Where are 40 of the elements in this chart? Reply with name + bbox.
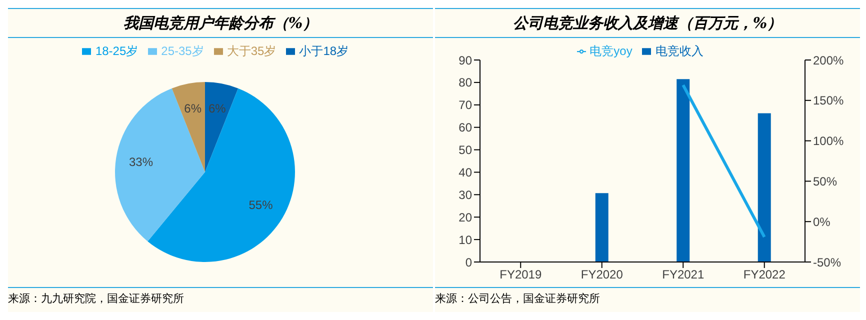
bar [676,79,690,262]
y-tick-label: 40 [458,165,472,180]
data-label: 6% [184,101,202,116]
source-note: 来源：公司公告，国金证券研究所 [435,291,601,306]
bar [595,193,608,262]
legend-label: 大于35岁 [226,44,276,58]
pie-slice [115,88,205,242]
chart-title: 公司电竞业务收入及增速（百万元，%） [435,8,860,38]
chart-title: 我国电竞用户年龄分布（%） [8,8,433,38]
pie-slice [205,82,238,172]
y2-tick-label: 200% [813,53,844,68]
data-label: 55% [248,198,274,212]
y-tick-label: 0 [465,255,472,270]
legend-label: 18-25岁 [95,44,138,58]
legend-label: 25-35岁 [161,44,204,58]
y2-tick-label: 150% [813,94,844,108]
pie-slice [172,82,205,172]
y-tick-label: 50 [458,143,472,158]
y2-tick-label: 50% [813,174,838,188]
data-label: 33% [128,154,154,169]
x-tick-label: FY2020 [580,268,624,282]
y2-tick-label: -50% [813,255,842,270]
x-tick-label: FY2019 [500,268,542,282]
data-label: 6% [208,101,226,116]
y-tick-label: 20 [458,210,472,224]
y-tick-label: 30 [458,188,472,202]
legend-label: 小于18岁 [299,44,349,58]
y-tick-label: 10 [458,232,472,247]
source-note: 来源：九九研究院，国金证券研究所 [8,291,185,306]
x-tick-label: FY2021 [662,268,704,282]
legend-label: 电竞收入 [655,44,704,58]
bar [758,113,771,262]
y2-tick-label: 0% [813,214,831,229]
y-tick-label: 60 [458,120,472,135]
x-tick-label: FY2022 [743,268,786,282]
y2-tick-label: 100% [813,134,844,148]
y-tick-label: 90 [458,53,472,68]
y-tick-label: 70 [458,98,472,112]
legend-label: 电竞yoy [590,44,632,58]
y-tick-label: 80 [458,76,472,90]
